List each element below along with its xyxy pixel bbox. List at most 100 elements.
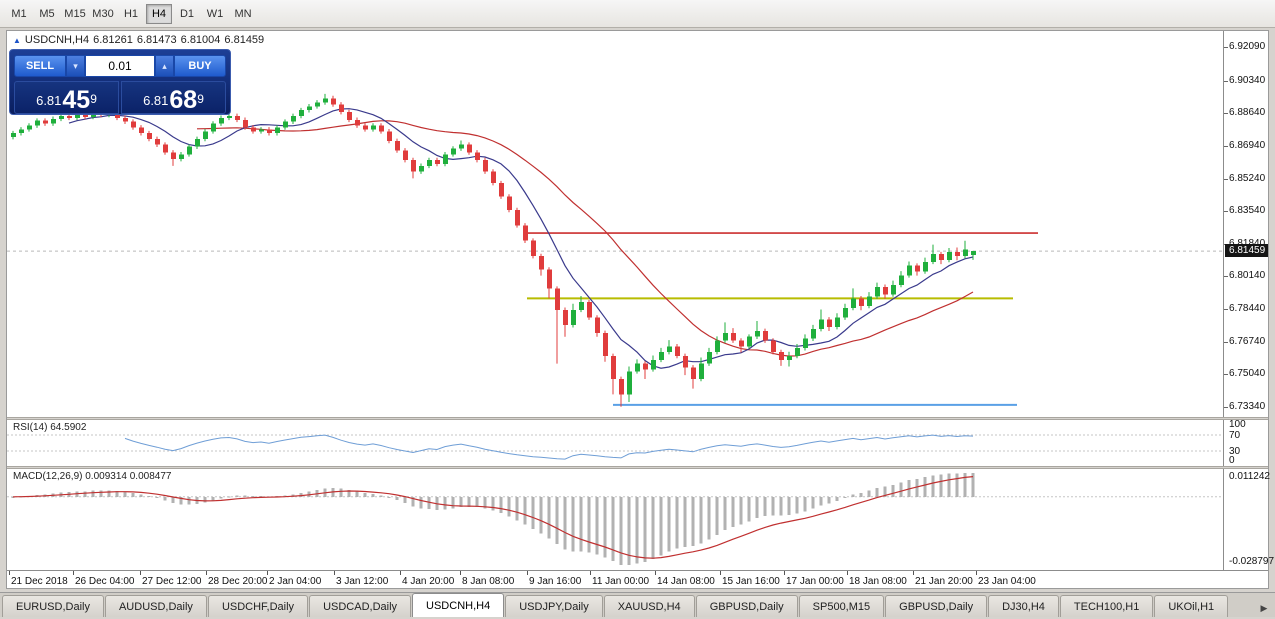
current-price-label: 6.81459 xyxy=(1225,244,1268,258)
time-label: 2 Jan 04:00 xyxy=(269,576,322,587)
tab-audusd-daily[interactable]: AUDUSD,Daily xyxy=(104,595,207,617)
ohlc-low: 6.81004 xyxy=(180,34,221,46)
sell-price-prefix: 6.81 xyxy=(36,93,62,108)
price-axis-value: 6.90340 xyxy=(1229,74,1266,86)
lot-increase-button[interactable]: ▴ xyxy=(155,55,174,77)
time-label: 11 Jan 00:00 xyxy=(592,576,650,587)
time-axis-tick xyxy=(206,571,207,575)
tab-usdjpy-daily[interactable]: USDJPY,Daily xyxy=(505,595,603,617)
price-axis-tick xyxy=(1224,145,1228,147)
price-axis-value: 6.76740 xyxy=(1229,335,1266,347)
price-axis-tick xyxy=(1224,211,1228,213)
time-label: 18 Jan 08:00 xyxy=(849,576,907,587)
price-axis-value: 6.81840 xyxy=(1229,238,1265,249)
rsi-axis-value: 30 xyxy=(1229,446,1241,457)
tab-sp500-m15[interactable]: SP500,M15 xyxy=(798,595,885,617)
tab-ukoil-h1[interactable]: UKOil,H1 xyxy=(1154,595,1229,617)
timeframe-button-mn[interactable]: MN xyxy=(234,7,252,20)
tab-gbpusd-daily[interactable]: GBPUSD,Daily xyxy=(695,595,798,617)
ohlc-open: 6.81261 xyxy=(93,34,133,46)
timeframe-toolbar: M1 M5 M15 M30 H1 H4 D1 W1 MN xyxy=(0,0,1275,28)
price-axis-tick xyxy=(1224,47,1228,48)
price-axis-tick xyxy=(1224,309,1228,311)
time-axis-tick xyxy=(655,571,656,575)
chart-symbol-label: USDCNH,H4 xyxy=(24,34,90,46)
macd-min-label: -0.028797 xyxy=(1229,556,1275,567)
rsi-axis-value: 70 xyxy=(1229,430,1241,441)
rsi-label: RSI(14) 64.5902 xyxy=(13,422,87,433)
price-axis-value: 6.73340 xyxy=(1229,401,1266,412)
lot-decrease-button[interactable]: ▾ xyxy=(66,55,85,77)
tab-eurusd-daily[interactable]: EURUSD,Daily xyxy=(2,595,104,617)
price-axis-value: 6.85240 xyxy=(1229,172,1266,184)
tab-gbpusd-daily[interactable]: GBPUSD,Daily xyxy=(885,595,988,617)
time-axis-tick xyxy=(976,571,977,575)
sell-price-display[interactable]: 6.81 45 9 xyxy=(14,81,119,114)
price-axis-value: 6.88640 xyxy=(1229,107,1266,119)
time-axis-tick xyxy=(400,571,401,575)
tab-scroll-right-button[interactable]: ▶ xyxy=(1255,599,1273,617)
tab-usdcad-daily[interactable]: USDCAD,Daily xyxy=(309,595,412,617)
price-axis-tick xyxy=(1224,407,1228,408)
time-label: 23 Jan 04:00 xyxy=(978,576,1036,587)
timeframe-button-m5[interactable]: M5 xyxy=(39,7,55,20)
time-label: 21 Dec 2018 xyxy=(11,576,68,587)
rsi-chart-canvas[interactable] xyxy=(7,420,1223,466)
rsi-indicator-panel: RSI(14) 64.5902 100 70 30 0 xyxy=(7,419,1268,466)
time-label: 9 Jan 16:00 xyxy=(529,576,582,587)
time-label: 4 Jan 20:00 xyxy=(402,576,455,587)
time-label: 28 Dec 20:00 xyxy=(208,576,268,587)
buy-price-display[interactable]: 6.81 68 9 xyxy=(121,81,226,114)
timeframe-button-d1[interactable]: D1 xyxy=(179,7,195,20)
tab-usdchf-daily[interactable]: USDCHF,Daily xyxy=(207,595,309,617)
chart-tab-bar: EURUSD,Daily AUDUSD,Daily USDCHF,Daily USDC… xyxy=(0,592,1275,617)
lot-size-input[interactable] xyxy=(85,55,155,77)
panel-separator[interactable] xyxy=(7,466,1268,469)
timeframe-button-m1[interactable]: M1 xyxy=(11,7,27,20)
tab-tech100-h1[interactable]: TECH100,H1 xyxy=(1059,595,1154,617)
chart-window: ▲ USDCNH,H4 6.81261 6.81473 6.81004 6.81459 S… xyxy=(6,30,1274,589)
rsi-axis-value: 100 xyxy=(1229,419,1246,430)
buy-button[interactable]: BUY xyxy=(174,55,226,77)
time-axis-tick xyxy=(334,571,335,575)
price-axis-tick xyxy=(1224,374,1228,376)
time-axis-tick xyxy=(267,571,268,575)
macd-max-label: 0.011242 xyxy=(1229,471,1270,482)
price-axis-tick xyxy=(1224,80,1228,82)
macd-chart-canvas[interactable] xyxy=(7,469,1223,570)
sell-price-big: 45 xyxy=(62,86,91,114)
time-axis-tick xyxy=(847,571,848,575)
time-axis[interactable]: 21 Dec 2018 26 Dec 04:00 27 Dec 12:00 28 De… xyxy=(7,570,1268,588)
time-label: 8 Jan 08:00 xyxy=(462,576,515,587)
sell-price-sup: 9 xyxy=(90,92,97,106)
price-axis-value: 6.75040 xyxy=(1229,368,1266,380)
tab-xauusd-h4[interactable]: XAUUSD,H4 xyxy=(603,595,695,617)
price-axis-value: 6.83540 xyxy=(1229,205,1266,217)
tab-usdcnh-h4[interactable]: USDCNH,H4 xyxy=(412,593,505,617)
buy-price-prefix: 6.81 xyxy=(143,93,169,108)
macd-label: MACD(12,26,9) 0.009314 0.008477 xyxy=(13,471,172,482)
buy-price-big: 68 xyxy=(169,86,198,114)
timeframe-button-w1[interactable]: W1 xyxy=(206,7,224,20)
time-label: 17 Jan 00:00 xyxy=(786,576,844,587)
price-axis[interactable]: 6.81459 6.92090 6.90340 6.88640 6.86940 6.85… xyxy=(1223,31,1268,417)
chart-expand-icon[interactable]: ▲ xyxy=(13,36,21,45)
timeframe-button-h1[interactable]: H1 xyxy=(123,7,139,20)
timeframe-button-m30[interactable]: M30 xyxy=(92,7,114,20)
panel-separator[interactable] xyxy=(7,417,1268,420)
time-axis-tick xyxy=(913,571,914,575)
price-axis-value: 6.78440 xyxy=(1229,303,1266,315)
sell-button[interactable]: SELL xyxy=(14,55,66,77)
time-axis-tick xyxy=(720,571,721,575)
chevron-down-icon: ▾ xyxy=(73,60,78,71)
timeframe-button-m15[interactable]: M15 xyxy=(64,7,86,20)
timeframe-button-h4[interactable]: H4 xyxy=(146,3,172,24)
price-axis-tick xyxy=(1224,178,1228,180)
time-label: 3 Jan 12:00 xyxy=(336,576,389,587)
price-axis-value: 6.80140 xyxy=(1229,270,1266,282)
time-axis-tick xyxy=(590,571,591,575)
price-axis-tick xyxy=(1224,276,1228,278)
tab-dj30-h4[interactable]: DJ30,H4 xyxy=(988,595,1059,617)
time-label: 21 Jan 20:00 xyxy=(915,576,973,587)
